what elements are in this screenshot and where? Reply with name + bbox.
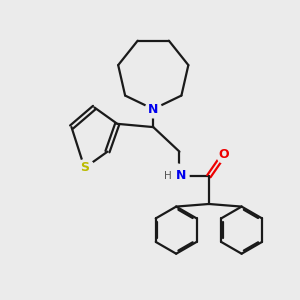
Text: O: O — [218, 148, 229, 161]
Text: N: N — [148, 103, 158, 116]
Text: H: H — [164, 170, 172, 181]
Text: S: S — [80, 161, 89, 175]
Text: N: N — [176, 169, 186, 182]
